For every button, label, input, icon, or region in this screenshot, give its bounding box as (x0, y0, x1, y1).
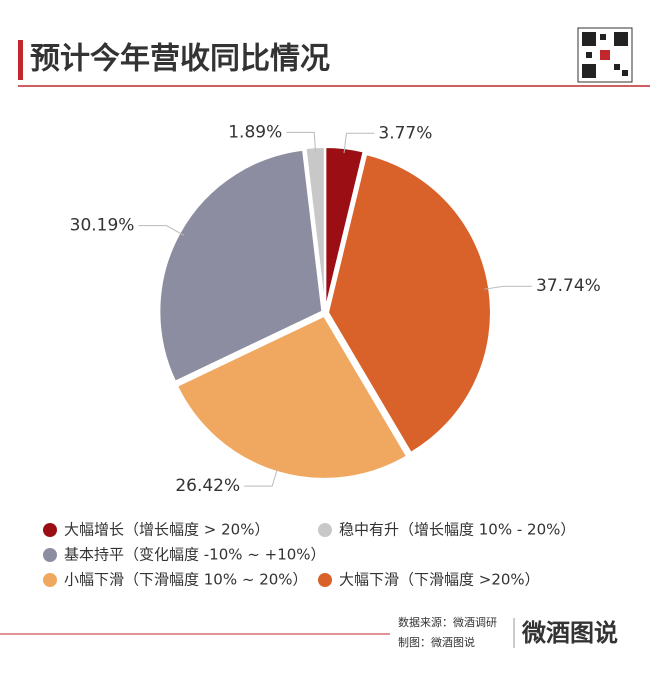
legend-label: 稳中有升（增长幅度 10% - 20%） (339, 521, 575, 539)
data-label: 26.42% (175, 476, 240, 496)
title: 预计今年营收同比情况 (30, 42, 330, 77)
qr-code (577, 27, 633, 83)
data-label: 30.19% (70, 216, 135, 236)
legend-label: 大幅下滑（下滑幅度 >20%） (339, 571, 540, 589)
source: 数据来源：微酒调研 (398, 615, 497, 629)
legend-swatch (318, 573, 332, 587)
legend-label: 大幅增长（增长幅度 > 20%） (64, 521, 269, 539)
legend-label: 小幅下滑（下滑幅度 10% ~ 20%） (64, 571, 308, 589)
data-label: 37.74% (536, 276, 601, 296)
legend-swatch (318, 523, 332, 537)
leader-line (138, 225, 185, 236)
leader-line (343, 132, 375, 154)
leader-line (484, 285, 533, 290)
leader-line (244, 466, 279, 487)
legend-swatch (43, 548, 57, 562)
logo: 微酒图说 (521, 619, 618, 647)
legend-swatch (43, 523, 57, 537)
legend-label: 基本持平（变化幅度 -10% ~ +10%） (64, 546, 326, 564)
maker: 制图：微酒图说 (398, 635, 475, 649)
leader-line (286, 131, 316, 153)
data-label: 3.77% (378, 123, 432, 143)
title-bar (18, 40, 23, 80)
legend-swatch (43, 573, 57, 587)
data-label: 1.89% (228, 122, 282, 142)
